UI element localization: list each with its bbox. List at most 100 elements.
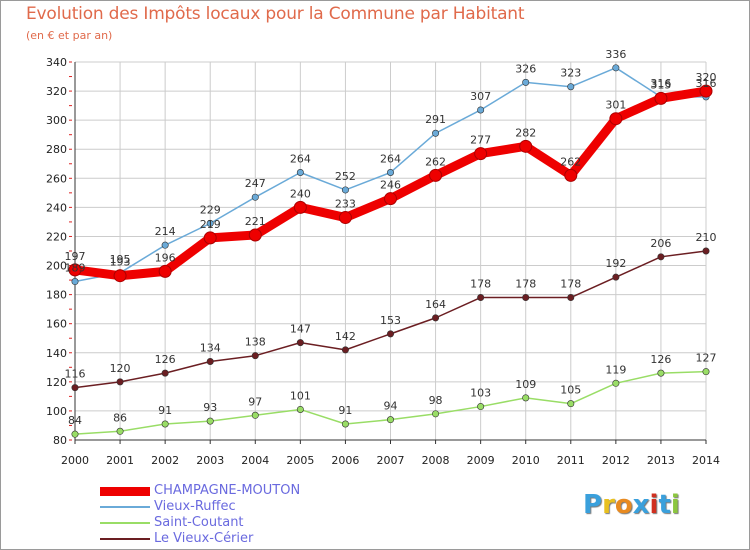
data-point	[432, 410, 440, 418]
data-point	[702, 368, 710, 376]
data-label: 195	[110, 253, 131, 266]
data-point	[248, 228, 262, 242]
data-point	[474, 147, 488, 161]
data-label: 301	[605, 99, 626, 112]
data-label: 86	[113, 411, 127, 424]
data-point	[341, 186, 349, 194]
legend-label: Saint-Coutant	[154, 515, 244, 530]
data-label: 323	[560, 67, 581, 80]
data-label: 233	[335, 198, 356, 211]
data-label: 84	[68, 414, 82, 427]
data-point	[161, 241, 169, 249]
data-label: 252	[335, 170, 356, 183]
data-point	[68, 263, 82, 277]
y-tick-label: 120	[46, 376, 67, 389]
data-label: 91	[338, 404, 352, 417]
logo-letter: r	[602, 490, 615, 520]
data-point	[113, 269, 127, 283]
data-label: 126	[650, 353, 671, 366]
data-label: 264	[290, 152, 311, 165]
data-label: 246	[380, 179, 401, 192]
x-tick-label: 2014	[692, 454, 720, 467]
data-label: 240	[290, 187, 311, 200]
data-label: 192	[605, 257, 626, 270]
data-label: 264	[380, 152, 401, 165]
data-point	[477, 403, 485, 411]
y-tick-label: 300	[46, 114, 67, 127]
data-point	[251, 193, 259, 201]
data-label: 116	[65, 368, 86, 381]
y-tick-label: 220	[46, 230, 67, 243]
data-point	[386, 416, 394, 424]
data-label: 93	[203, 401, 217, 414]
x-tick-label: 2003	[196, 454, 224, 467]
y-tick-label: 200	[46, 260, 67, 273]
data-label: 219	[200, 218, 221, 231]
data-point	[341, 346, 349, 354]
data-point	[296, 405, 304, 413]
x-tick-label: 2007	[377, 454, 405, 467]
data-label: 277	[470, 134, 491, 147]
data-point	[522, 394, 530, 402]
data-label: 196	[155, 251, 176, 264]
data-label: 307	[470, 90, 491, 103]
data-point	[609, 112, 623, 126]
data-point	[477, 106, 485, 114]
data-label: 262	[425, 155, 446, 168]
data-point	[612, 379, 620, 387]
data-label: 97	[248, 395, 262, 408]
legend-label: Le Vieux-Cérier	[154, 531, 254, 546]
data-label: 320	[696, 71, 717, 84]
data-label: 336	[605, 48, 626, 61]
x-tick-label: 2011	[557, 454, 585, 467]
data-label: 119	[605, 363, 626, 376]
proxiti-logo: Proxiti	[583, 490, 680, 520]
x-tick-label: 2004	[241, 454, 269, 467]
data-point	[612, 64, 620, 72]
y-tick-label: 320	[46, 85, 67, 98]
x-tick-label: 2012	[602, 454, 630, 467]
legend-swatch	[100, 538, 150, 540]
data-point	[116, 427, 124, 435]
logo-letter: x	[632, 490, 650, 520]
logo-letter: i	[649, 490, 659, 520]
data-point	[519, 139, 533, 153]
data-point	[612, 273, 620, 281]
data-point	[296, 339, 304, 347]
data-label: 262	[560, 155, 581, 168]
y-tick-label: 140	[46, 347, 67, 360]
data-point	[71, 384, 79, 392]
data-point	[71, 278, 79, 286]
legend-swatch	[100, 506, 150, 508]
data-label: 326	[515, 62, 536, 75]
data-label: 229	[200, 203, 221, 216]
data-label: 206	[650, 237, 671, 250]
legend-swatch	[100, 487, 150, 496]
x-tick-label: 2008	[422, 454, 450, 467]
data-point	[657, 253, 665, 261]
data-point	[71, 430, 79, 438]
data-point	[702, 247, 710, 255]
data-point	[567, 83, 575, 91]
data-point	[293, 200, 307, 214]
data-label: 178	[515, 278, 536, 291]
chart-title: Evolution des Impôts locaux pour la Comm…	[26, 4, 525, 24]
x-tick-label: 2000	[61, 454, 89, 467]
data-labels: 116 120 126 134 138 147 142 153 164 178 178 178 192 2…	[65, 48, 717, 427]
logo-letter: o	[614, 490, 633, 520]
data-label: 221	[245, 215, 266, 228]
data-point	[338, 211, 352, 225]
data-point	[567, 400, 575, 408]
data-point	[522, 78, 530, 86]
data-point	[341, 420, 349, 428]
series-layer	[68, 64, 713, 438]
data-point	[158, 264, 172, 278]
data-point	[699, 84, 713, 98]
x-tick-label: 2009	[467, 454, 495, 467]
data-label: 120	[110, 362, 131, 375]
data-point	[161, 420, 169, 428]
axes: 80 100 120 140 160 180 200 220 240 260 280 300 320 34…	[46, 56, 720, 467]
x-tick-label: 2005	[286, 454, 314, 467]
logo-letter: t	[658, 490, 671, 520]
data-label: 210	[696, 231, 717, 244]
